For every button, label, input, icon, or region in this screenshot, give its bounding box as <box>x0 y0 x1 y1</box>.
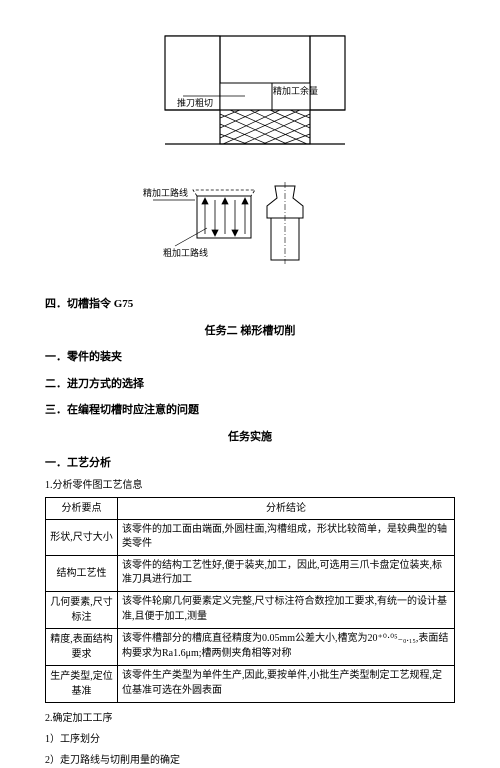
figure-area: 推刀粗切 精加工余量 精加工路线 粗加工路线 <box>45 30 455 268</box>
fig1-label-finish: 精加工余量 <box>273 85 318 96</box>
tech-sub-1: 1.分析零件图工艺信息 <box>45 478 455 493</box>
table-row: 生产类型,定位基准 该零件生产类型为单件生产,因此,要按单件,小批生产类型制定工… <box>46 665 455 702</box>
fig2-label-rough: 粗加工路线 <box>163 247 208 258</box>
fig1-label-rough: 推刀粗切 <box>177 97 213 108</box>
table-header-right: 分析结论 <box>118 497 455 519</box>
tech-sub-2: 2.确定加工工序 <box>45 711 455 726</box>
figure-2-toolpath: 精加工路线 粗加工路线 <box>135 178 365 268</box>
table-header-left: 分析要点 <box>46 497 118 519</box>
step-2: 2）走刀路线与切削用量的确定 <box>45 753 455 768</box>
table-cell-val: 该零件生产类型为单件生产,因此,要按单件,小批生产类型制定工艺规程,定位基准可选… <box>118 665 455 702</box>
table-cell-key: 几何要素,尺寸标注 <box>46 591 118 628</box>
task-title: 任务二 梯形槽切削 <box>45 323 455 340</box>
table-cell-key: 精度,表面结构要求 <box>46 628 118 665</box>
table-row: 几何要素,尺寸标注 该零件轮廓几何要素定义完整,尺寸标注符合数控加工要求,有统一… <box>46 591 455 628</box>
tech-heading: 一．工艺分析 <box>45 455 455 472</box>
item-2: 二．进刀方式的选择 <box>45 376 455 393</box>
table-cell-key: 结构工艺性 <box>46 555 118 591</box>
table-row: 精度,表面结构要求 该零件槽部分的槽底直径精度为0.05mm公差大小,槽宽为20… <box>46 628 455 665</box>
table-row: 形状,尺寸大小 该零件的加工面由端面,外圆柱面,沟槽组成，形状比较简单，是较典型… <box>46 519 455 555</box>
fig2-label-finish: 精加工路线 <box>143 187 188 198</box>
table-cell-val: 该零件的加工面由端面,外圆柱面,沟槽组成，形状比较简单，是较典型的轴类零件 <box>118 519 455 555</box>
figure-2-container: 精加工路线 粗加工路线 <box>45 178 455 268</box>
item-3: 三．在编程切槽时应注意的问题 <box>45 402 455 419</box>
table-cell-val: 该零件的结构工艺性好,便于装夹,加工，因此,可选用三爪卡盘定位装夹,标准刀具进行… <box>118 555 455 591</box>
figure-1-groove: 推刀粗切 精加工余量 <box>145 30 355 160</box>
table-cell-val: 该零件轮廓几何要素定义完整,尺寸标注符合数控加工要求,有统一的设计基准,且便于加… <box>118 591 455 628</box>
section-4-heading: 四．切槽指令 G75 <box>45 296 455 313</box>
table-row: 结构工艺性 该零件的结构工艺性好,便于装夹,加工，因此,可选用三爪卡盘定位装夹,… <box>46 555 455 591</box>
table-header-row: 分析要点 分析结论 <box>46 497 455 519</box>
step-1: 1）工序划分 <box>45 732 455 747</box>
figure-1-container: 推刀粗切 精加工余量 <box>45 30 455 160</box>
item-1: 一．零件的装夹 <box>45 349 455 366</box>
analysis-table: 分析要点 分析结论 形状,尺寸大小 该零件的加工面由端面,外圆柱面,沟槽组成，形… <box>45 497 455 703</box>
table-cell-key: 形状,尺寸大小 <box>46 519 118 555</box>
implementation-title: 任务实施 <box>45 429 455 446</box>
table-cell-key: 生产类型,定位基准 <box>46 665 118 702</box>
table-cell-val: 该零件槽部分的槽底直径精度为0.05mm公差大小,槽宽为20⁺⁰·⁰⁵₋₀.₁₅… <box>118 628 455 665</box>
